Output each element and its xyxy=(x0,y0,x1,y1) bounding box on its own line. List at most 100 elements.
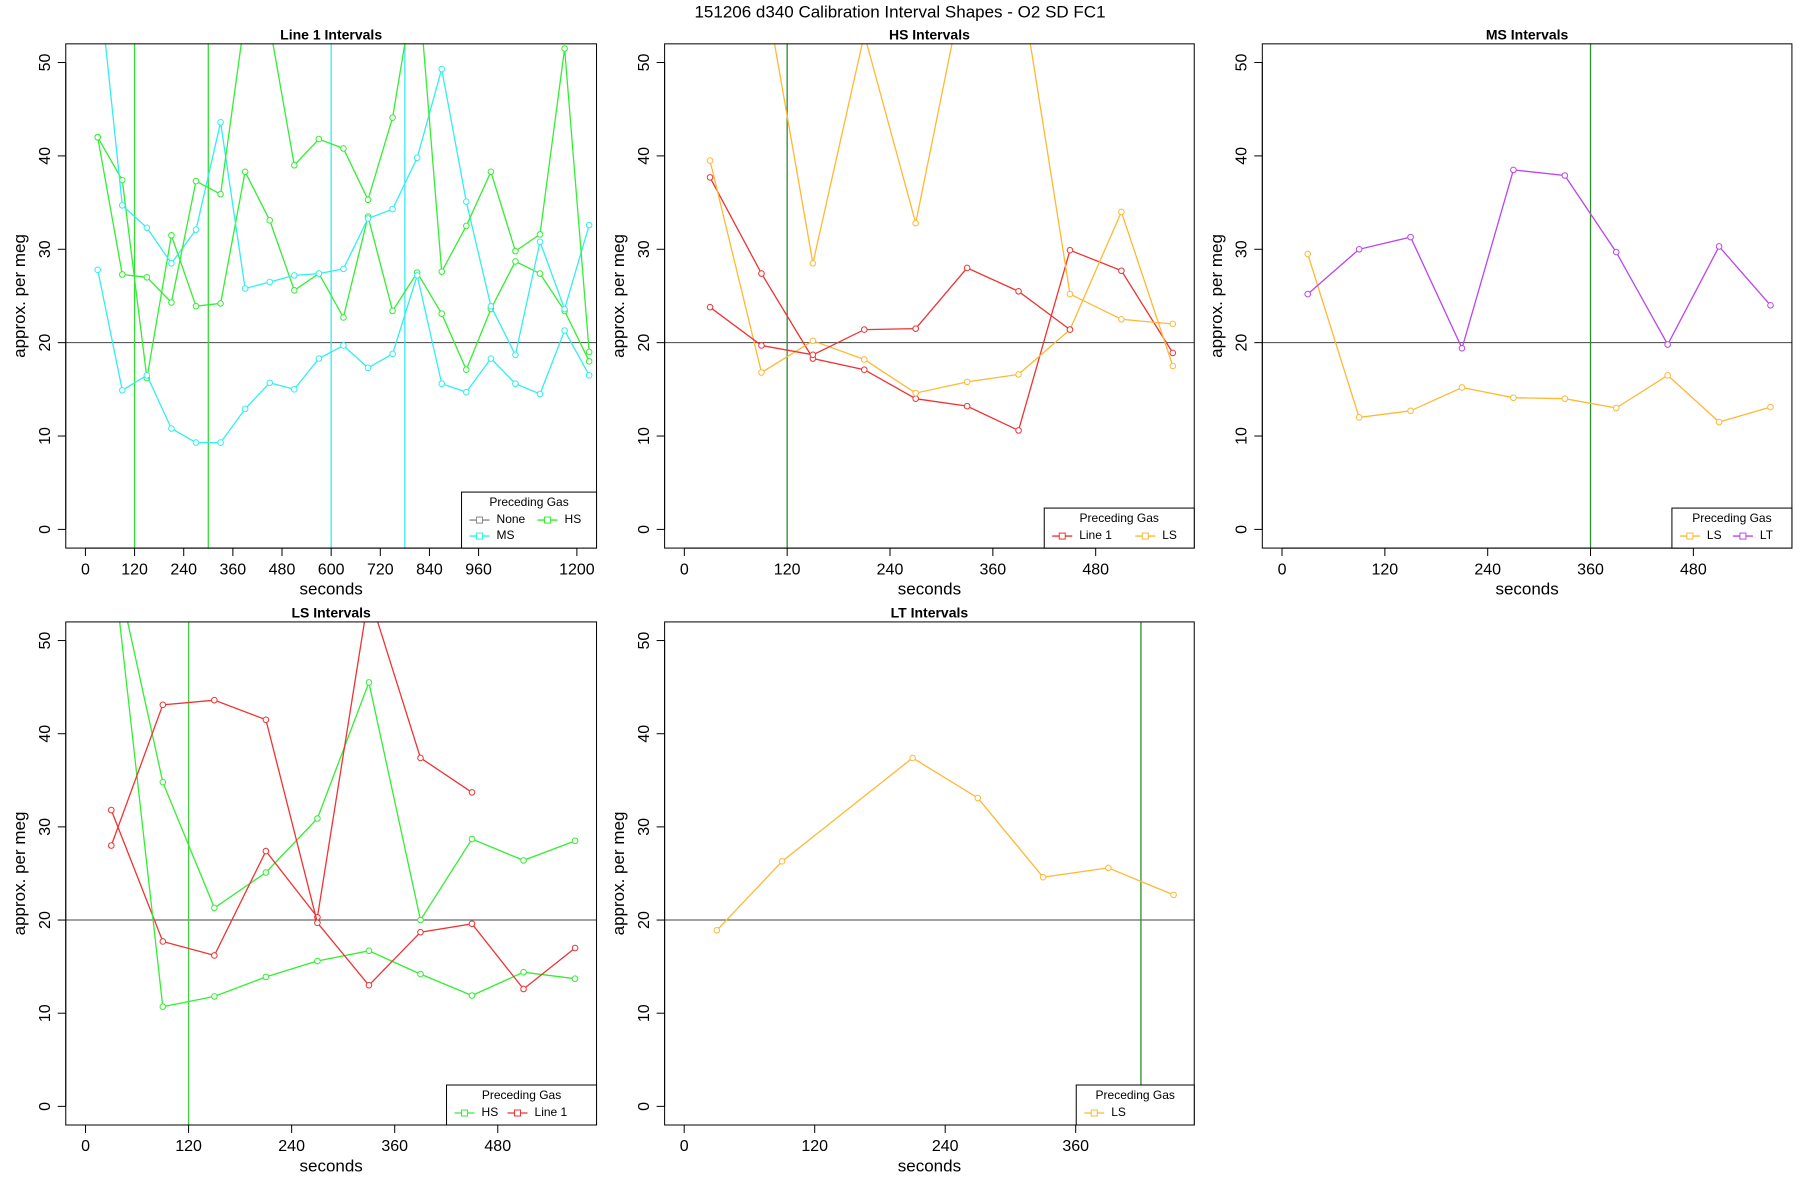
data-point xyxy=(1169,320,1177,328)
data-point xyxy=(1561,172,1569,179)
data-point xyxy=(413,272,421,279)
panel-title: HS Intervals xyxy=(889,27,970,43)
data-point xyxy=(1767,301,1774,309)
series-line xyxy=(709,160,1174,394)
data-point xyxy=(217,439,224,446)
data-point xyxy=(520,985,527,993)
data-point xyxy=(778,858,786,865)
x-tick-label: 120 xyxy=(121,561,148,578)
plot-frame xyxy=(65,621,598,1126)
data-point xyxy=(290,272,298,279)
data-point xyxy=(1105,864,1112,872)
data-point xyxy=(417,928,424,936)
y-tick-label: 0 xyxy=(1234,525,1251,534)
x-tick-label: 360 xyxy=(220,561,247,578)
y-axis-label: approx. per meg xyxy=(10,234,29,358)
data-point xyxy=(585,221,593,229)
data-point xyxy=(364,364,372,372)
data-point xyxy=(417,970,424,978)
y-tick-label: 0 xyxy=(37,525,54,534)
data-point xyxy=(1664,341,1671,348)
x-tick-label: 240 xyxy=(932,1138,959,1155)
data-point xyxy=(912,219,920,227)
data-point xyxy=(1407,407,1414,415)
y-tick-label: 40 xyxy=(37,147,54,165)
data-point xyxy=(365,981,373,989)
data-point xyxy=(364,215,372,222)
data-point xyxy=(585,358,593,365)
data-point xyxy=(438,65,446,73)
y-tick-label: 0 xyxy=(636,1102,653,1111)
data-point xyxy=(438,310,446,318)
legend-label: None xyxy=(497,512,526,526)
data-point xyxy=(118,202,126,209)
data-point xyxy=(585,372,593,379)
data-point xyxy=(809,337,817,345)
data-point xyxy=(290,287,298,294)
data-point xyxy=(107,806,115,814)
data-point xyxy=(1169,362,1177,370)
plot-area xyxy=(65,43,597,549)
x-tick-label: 360 xyxy=(381,1138,408,1155)
data-point xyxy=(211,993,218,1000)
y-tick-label: 50 xyxy=(1234,54,1251,72)
y-tick-label: 40 xyxy=(37,725,54,743)
data-point xyxy=(487,355,495,362)
data-point xyxy=(1715,418,1723,426)
data-point xyxy=(340,314,347,321)
legend-label: LS xyxy=(1707,528,1722,542)
legend-label: LT xyxy=(1760,528,1774,542)
data-point xyxy=(217,118,224,126)
data-point xyxy=(262,847,270,855)
data-point xyxy=(1066,246,1074,254)
data-point xyxy=(758,342,765,349)
data-point xyxy=(536,390,544,398)
x-tick-label: 960 xyxy=(465,561,492,578)
data-point xyxy=(1066,290,1074,298)
data-point xyxy=(1015,427,1022,434)
y-tick-label: 40 xyxy=(1234,147,1251,165)
x-tick-label: 480 xyxy=(269,561,296,578)
data-point xyxy=(94,133,102,141)
x-tick-label: 240 xyxy=(1474,561,1501,578)
series-line xyxy=(110,621,473,957)
data-point xyxy=(159,938,167,945)
data-point xyxy=(315,270,323,277)
data-point xyxy=(1118,316,1125,323)
data-point xyxy=(417,754,424,762)
x-tick-label: 360 xyxy=(1577,561,1604,578)
data-point xyxy=(512,380,519,388)
data-point xyxy=(217,190,224,198)
data-point xyxy=(1767,403,1774,411)
y-tick-label: 20 xyxy=(636,334,653,352)
legend-title: Preceding Gas xyxy=(1096,1088,1175,1102)
data-point xyxy=(561,305,568,313)
data-point xyxy=(809,351,817,359)
x-axis-label: seconds xyxy=(299,580,362,599)
data-point xyxy=(1355,414,1363,421)
data-point xyxy=(315,135,323,143)
legend-box xyxy=(1075,1084,1195,1126)
legend-label: HS xyxy=(482,1105,499,1119)
data-point xyxy=(365,947,373,955)
plot-area xyxy=(65,621,597,1125)
y-tick-label: 10 xyxy=(37,1004,54,1022)
data-point xyxy=(192,439,200,446)
data-point xyxy=(713,926,721,934)
panel-title: MS Intervals xyxy=(1486,27,1569,43)
legend-title: Preceding Gas xyxy=(482,1088,561,1102)
data-point xyxy=(1407,233,1414,241)
series-line xyxy=(709,267,1071,356)
data-point xyxy=(1664,372,1671,379)
data-point xyxy=(314,919,321,927)
legend-marker xyxy=(1058,532,1066,540)
data-point xyxy=(262,716,270,724)
legend-label: MS xyxy=(497,528,515,542)
panel-title: LT Intervals xyxy=(891,605,969,621)
data-point xyxy=(118,386,126,394)
data-point xyxy=(463,222,470,230)
y-tick-label: 50 xyxy=(37,54,54,72)
data-point xyxy=(1039,873,1047,881)
legend-box xyxy=(446,1084,598,1126)
legend-marker xyxy=(476,516,484,524)
